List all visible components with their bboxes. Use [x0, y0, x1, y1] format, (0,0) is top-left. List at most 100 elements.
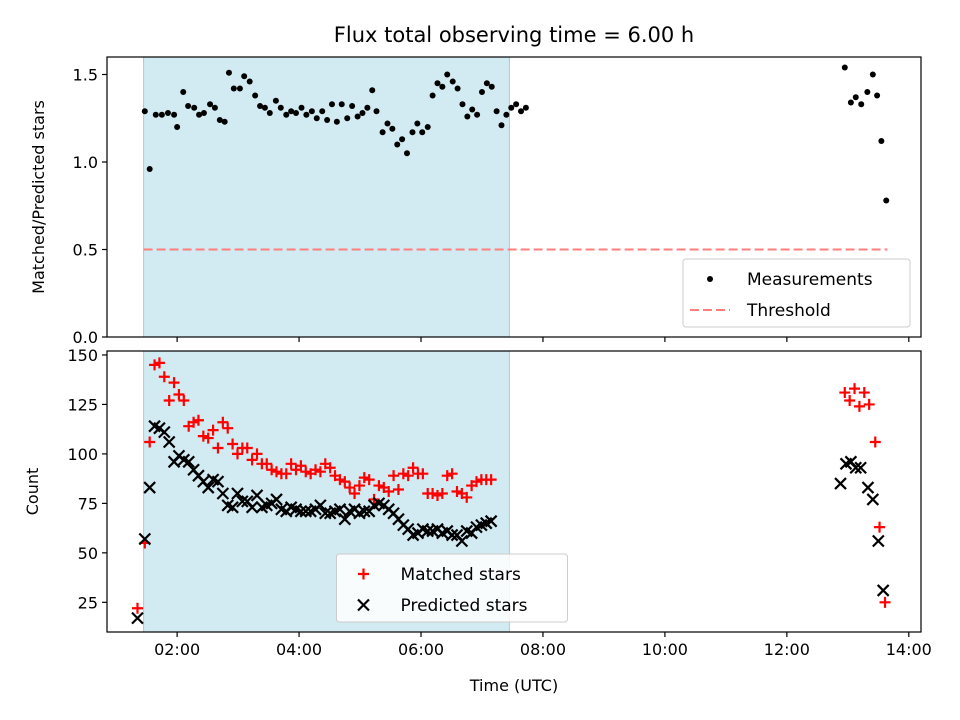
legend-marker-x	[357, 598, 370, 612]
data-point	[300, 466, 312, 478]
data-point	[180, 89, 187, 95]
data-point	[236, 495, 249, 508]
data-point	[854, 461, 867, 475]
data-point	[388, 470, 400, 482]
legend-label: Predicted stars	[401, 596, 528, 616]
data-point	[295, 460, 307, 472]
data-point	[131, 602, 143, 614]
data-point	[508, 104, 515, 111]
data-point	[485, 474, 497, 486]
data-point	[397, 468, 409, 480]
y-axis-title-count: Count	[23, 468, 42, 516]
data-point	[217, 416, 229, 428]
data-point	[483, 80, 490, 87]
data-point	[471, 476, 483, 488]
data-point	[358, 472, 370, 484]
data-point	[251, 448, 263, 460]
data-point	[454, 85, 461, 92]
data-point	[226, 501, 239, 514]
data-point	[419, 129, 426, 136]
data-point	[250, 489, 264, 502]
data-point	[445, 528, 459, 542]
data-point	[153, 357, 165, 369]
data-point	[308, 108, 315, 115]
data-point	[874, 521, 886, 533]
data-point	[261, 104, 268, 111]
data-point	[310, 464, 322, 476]
data-point	[417, 468, 429, 480]
data-point	[288, 108, 295, 115]
data-point	[349, 103, 356, 109]
data-point	[152, 111, 159, 118]
data-point	[431, 489, 443, 501]
data-point	[196, 111, 203, 118]
data-point	[131, 611, 144, 625]
legend-box	[682, 258, 911, 328]
data-point	[333, 118, 340, 125]
data-point	[324, 462, 336, 474]
data-point	[158, 425, 171, 439]
data-point	[319, 506, 332, 520]
panel-count: 25 50 75 100 125 150 02:00 04:00 06:00 08:00 10:00…	[67, 346, 931, 659]
data-point	[162, 435, 176, 449]
data-point	[246, 78, 253, 85]
data-point	[252, 92, 259, 99]
data-point	[241, 73, 248, 80]
data-point	[441, 470, 453, 482]
data-point	[285, 458, 297, 470]
data-point	[861, 481, 875, 494]
data-point	[212, 442, 224, 454]
data-point	[298, 104, 305, 111]
data-point	[373, 480, 385, 492]
data-point	[216, 487, 230, 500]
data-point	[444, 71, 451, 78]
data-point	[513, 101, 520, 108]
data-point	[353, 480, 365, 492]
data-point	[257, 103, 264, 109]
data-point	[138, 532, 152, 546]
y-tick-label: 50	[78, 544, 98, 563]
data-point	[358, 505, 371, 518]
data-point	[389, 125, 396, 132]
data-point	[449, 78, 456, 85]
data-point	[363, 474, 375, 486]
panel-frame	[106, 350, 922, 633]
data-point	[333, 503, 347, 516]
data-point	[171, 111, 178, 118]
data-point	[384, 120, 391, 127]
data-point	[143, 481, 156, 494]
data-point	[261, 458, 273, 470]
data-point	[231, 487, 244, 500]
legend-label: Matched stars	[401, 565, 521, 585]
data-point	[373, 108, 380, 115]
data-point	[277, 104, 284, 111]
y-axis-title-ratio: Matched/Predicted stars	[29, 100, 48, 294]
data-point	[293, 110, 300, 116]
data-point	[869, 71, 876, 78]
observing-window-shade	[143, 56, 510, 338]
data-point	[874, 92, 881, 99]
data-point	[459, 101, 466, 108]
data-point	[474, 111, 481, 118]
data-point	[344, 115, 351, 122]
data-point	[303, 111, 310, 118]
data-point	[222, 422, 234, 434]
data-point	[324, 117, 331, 123]
data-point	[192, 414, 204, 426]
y-tick-label: 0.0	[73, 328, 98, 347]
x-tick-label: 14:00	[886, 640, 932, 659]
y-tick-label: 0.5	[73, 241, 98, 260]
legend-marker-plus	[358, 568, 369, 580]
x-tick-label: 06:00	[398, 640, 444, 659]
data-point	[314, 499, 327, 512]
data-point	[146, 166, 153, 172]
data-point	[878, 138, 885, 144]
data-point	[849, 461, 863, 475]
data-point	[211, 475, 225, 488]
data-point	[379, 129, 386, 136]
data-point	[451, 486, 463, 497]
data-point	[201, 481, 215, 494]
data-point	[163, 394, 175, 406]
data-point	[334, 474, 346, 486]
x-tick-label: 10:00	[642, 640, 688, 659]
